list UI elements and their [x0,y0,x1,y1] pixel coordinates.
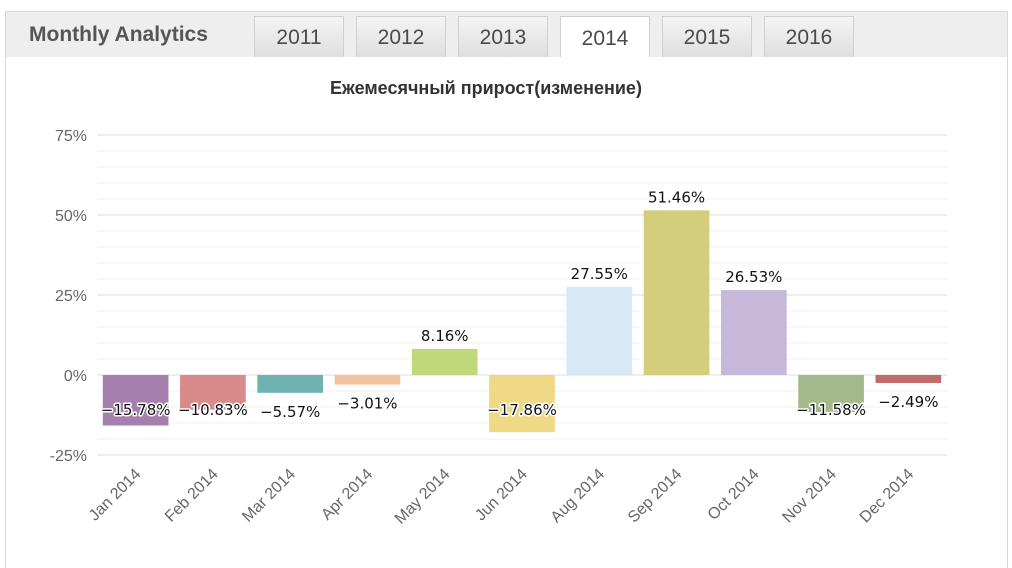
x-axis-ticks: Jan 2014 Feb 2014 Mar 2014 Apr 2014 May 2014… [86,466,917,528]
x-tick-label: Jan 2014 [86,466,145,525]
x-tick-label: May 2014 [392,466,454,528]
y-axis-ticks: 75% 50% 25% 0% -25% [50,128,87,465]
data-label: −2.49% [878,393,938,411]
chart-panel [5,57,1008,568]
y-tick-label: 0% [64,368,87,385]
data-label: −5.57% [260,403,320,421]
bar [180,375,246,410]
x-tick-label: Jun 2014 [472,466,531,525]
data-label: −15.78% [101,401,171,419]
bar [257,375,324,393]
y-tick-label: 75% [55,128,87,145]
x-tick-label: Aug 2014 [548,466,609,527]
x-tick-label: Mar 2014 [239,466,299,526]
data-label: −11.58% [796,401,866,419]
x-tick-label: Dec 2014 [857,466,918,527]
x-tick-label: Apr 2014 [318,466,376,524]
data-label: 51.46% [648,188,705,206]
x-tick-label: Nov 2014 [779,466,840,527]
x-tick-label: Oct 2014 [705,466,763,524]
bar [798,375,864,413]
bar [411,348,478,375]
data-label: 8.16% [421,327,469,345]
tab-2014[interactable]: 2014 [560,16,650,60]
widget-title: Monthly Analytics [29,23,208,46]
data-label: 27.55% [571,265,628,283]
tab-2011[interactable]: 2011 [254,16,344,58]
y-tick-label: 50% [55,208,87,225]
bar [643,210,710,375]
tab-2012[interactable]: 2012 [356,16,446,58]
y-tick-label: -25% [50,448,87,465]
y-tick-label: 25% [55,288,87,305]
data-label: −3.01% [337,395,397,413]
bar [720,290,787,375]
data-labels: −15.78% −10.83% −5.57% −3.01% 8.16% −17.86% 27… [99,187,940,422]
tab-2013[interactable]: 2013 [458,16,548,58]
bars [102,210,942,433]
data-label: −10.83% [178,401,248,419]
bar [875,375,942,383]
bar [102,375,169,426]
tab-2015[interactable]: 2015 [662,16,752,58]
tab-2016[interactable]: 2016 [764,16,854,58]
bar [566,286,633,375]
data-label: 26.53% [725,268,782,286]
x-tick-label: Feb 2014 [162,466,222,526]
tab-bar: Monthly Analytics 2011 2012 2013 2014 20… [5,11,1008,60]
x-tick-label: Sep 2014 [625,466,686,527]
chart-title: Ежемесячный прирост(изменение) [330,78,642,98]
bar [334,375,401,385]
bar [489,375,555,433]
data-label: −17.86% [487,401,557,419]
